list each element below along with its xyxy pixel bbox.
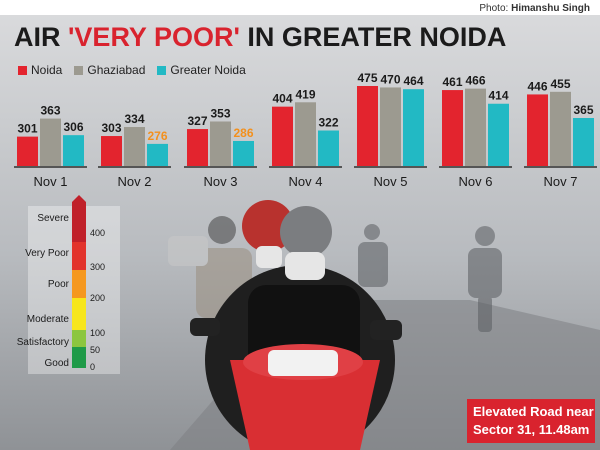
bar-ghaziabad-nov-6 — [465, 88, 486, 166]
legend-swatch-noida — [18, 65, 27, 75]
scale-category-poor: Poor — [48, 279, 70, 290]
bar-greater-noida-nov-1 — [63, 135, 84, 166]
credit-prefix: Photo: — [479, 3, 509, 14]
headline-part1: AIR — [14, 22, 68, 52]
group-baseline-nov-6 — [439, 166, 512, 168]
category-label-nov-1: Nov 1 — [34, 174, 68, 189]
value-label-noida-nov-3: 327 — [187, 114, 207, 128]
bar-greater-noida-nov-7 — [573, 118, 594, 166]
scale-tick-300: 300 — [90, 262, 105, 272]
scale-segment-moderate — [72, 298, 86, 330]
scale-tick-100: 100 — [90, 328, 105, 338]
bar-greater-noida-nov-3 — [233, 140, 254, 166]
scale-category-moderate: Moderate — [27, 314, 70, 325]
group-baseline-nov-1 — [14, 166, 87, 168]
headline: AIR 'VERY POOR' IN GREATER NOIDA — [14, 22, 506, 53]
scale-tick-0: 0 — [90, 362, 95, 372]
category-label-nov-5: Nov 5 — [374, 174, 408, 189]
legend-label-greater-noida: Greater Noida — [170, 63, 246, 77]
chart-legend: Noida Ghaziabad Greater Noida — [18, 63, 246, 77]
bar-noida-nov-3 — [187, 129, 208, 166]
scale-segment-good — [72, 347, 86, 368]
category-label-nov-2: Nov 2 — [118, 174, 152, 189]
value-label-greater-noida-nov-5: 464 — [403, 74, 423, 88]
scale-tick-200: 200 — [90, 293, 105, 303]
value-label-noida-nov-5: 475 — [357, 71, 377, 85]
value-label-ghaziabad-nov-2: 334 — [124, 112, 144, 126]
legend-item-ghaziabad: Ghaziabad — [74, 63, 145, 77]
caption-line2: Sector 31, 11.48am — [473, 422, 590, 437]
value-label-ghaziabad-nov-4: 419 — [295, 87, 315, 101]
bar-ghaziabad-nov-3 — [210, 121, 231, 166]
category-label-nov-7: Nov 7 — [544, 174, 578, 189]
value-label-noida-nov-1: 301 — [17, 122, 37, 136]
value-label-ghaziabad-nov-1: 363 — [40, 104, 60, 118]
bar-noida-nov-1 — [17, 136, 38, 166]
photo-credit: Photo: Himanshu Singh — [479, 3, 590, 14]
headline-part2: IN GREATER NOIDA — [239, 22, 507, 52]
legend-swatch-ghaziabad — [74, 65, 84, 75]
value-label-greater-noida-nov-7: 365 — [573, 103, 593, 117]
group-baseline-nov-4 — [269, 166, 342, 168]
bar-ghaziabad-nov-2 — [124, 127, 145, 166]
bar-ghaziabad-nov-1 — [40, 118, 61, 166]
legend-swatch-greater-noida — [157, 65, 167, 75]
bar-noida-nov-2 — [101, 136, 122, 166]
legend-label-noida: Noida — [31, 63, 63, 77]
bar-ghaziabad-nov-7 — [550, 91, 571, 166]
bar-greater-noida-nov-6 — [488, 103, 509, 166]
value-label-greater-noida-nov-3: 286 — [233, 126, 253, 140]
scale-category-severe: Severe — [37, 213, 69, 224]
credit-name: Himanshu Singh — [511, 3, 590, 14]
group-baseline-nov-3 — [184, 166, 257, 168]
category-label-nov-3: Nov 3 — [204, 174, 238, 189]
value-label-ghaziabad-nov-5: 470 — [380, 72, 400, 86]
value-label-noida-nov-6: 461 — [442, 75, 462, 89]
value-label-ghaziabad-nov-7: 455 — [550, 77, 570, 91]
bar-greater-noida-nov-2 — [147, 143, 168, 166]
value-label-greater-noida-nov-6: 414 — [488, 89, 508, 103]
group-baseline-nov-2 — [98, 166, 171, 168]
legend-item-noida: Noida — [18, 63, 62, 77]
category-label-nov-6: Nov 6 — [459, 174, 493, 189]
headline-highlight: 'VERY POOR' — [68, 22, 240, 52]
group-baseline-nov-5 — [354, 166, 427, 168]
group-baseline-nov-7 — [524, 166, 597, 168]
scale-category-very-poor: Very Poor — [25, 248, 70, 259]
value-label-ghaziabad-nov-6: 466 — [465, 74, 485, 88]
scale-segment-severe — [72, 202, 86, 242]
scale-segment-satisfactory — [72, 330, 86, 347]
bar-ghaziabad-nov-5 — [380, 87, 401, 166]
value-label-noida-nov-2: 303 — [101, 121, 121, 135]
scale-category-satisfactory: Satisfactory — [17, 337, 69, 348]
bar-noida-nov-5 — [357, 86, 378, 166]
value-label-noida-nov-4: 404 — [272, 92, 292, 106]
bar-noida-nov-6 — [442, 90, 463, 166]
value-label-ghaziabad-nov-3: 353 — [210, 106, 230, 120]
scale-tick-50: 50 — [90, 345, 100, 355]
scale-tick-400: 400 — [90, 228, 105, 238]
legend-label-ghaziabad: Ghaziabad — [87, 63, 146, 77]
value-label-greater-noida-nov-4: 322 — [318, 116, 338, 130]
legend-item-greater-noida: Greater Noida — [157, 63, 246, 77]
scale-segment-poor — [72, 270, 86, 298]
bar-ghaziabad-nov-4 — [295, 102, 316, 166]
scale-category-good: Good — [45, 358, 69, 369]
scale-segment-very-poor — [72, 242, 86, 270]
scale-arrow-tip — [72, 195, 86, 202]
caption-line1: Elevated Road near — [473, 404, 594, 419]
bar-greater-noida-nov-4 — [318, 130, 339, 166]
bar-noida-nov-4 — [272, 106, 293, 166]
value-label-greater-noida-nov-1: 306 — [63, 120, 83, 134]
bar-greater-noida-nov-5 — [403, 89, 424, 166]
value-label-greater-noida-nov-2: 276 — [147, 129, 167, 143]
value-label-noida-nov-7: 446 — [527, 79, 547, 93]
bar-noida-nov-7 — [527, 94, 548, 166]
photo-caption: Elevated Road near Sector 31, 11.48am — [467, 399, 595, 443]
category-label-nov-4: Nov 4 — [289, 174, 323, 189]
